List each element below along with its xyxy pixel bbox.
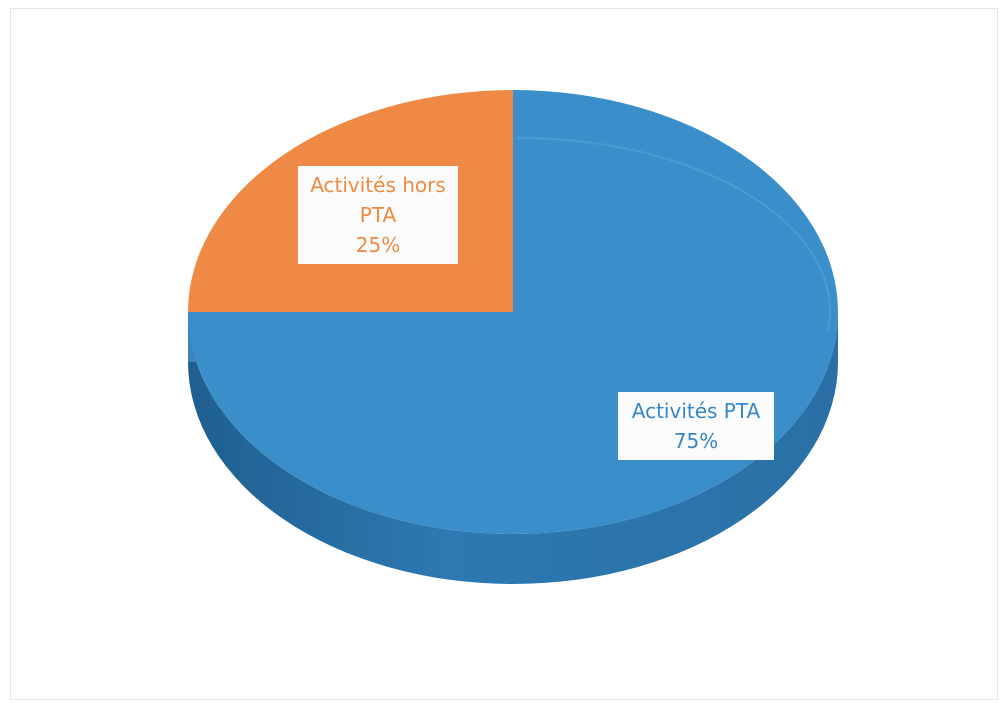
pie-top-rim [516, 136, 831, 333]
pie-slices [188, 90, 838, 534]
pie-side-wall-blue [188, 312, 838, 584]
data-label-line: Activités PTA [631, 399, 761, 423]
data-label-line: Activités hors [310, 173, 446, 197]
data-label-percent: 25% [355, 233, 401, 257]
data-label-activites-pta: Activités PTA 75% [618, 392, 774, 460]
data-label-percent: 75% [673, 429, 719, 453]
data-label-line: PTA [359, 203, 397, 227]
data-label-activites-hors-pta: Activités hors PTA 25% [298, 166, 458, 264]
